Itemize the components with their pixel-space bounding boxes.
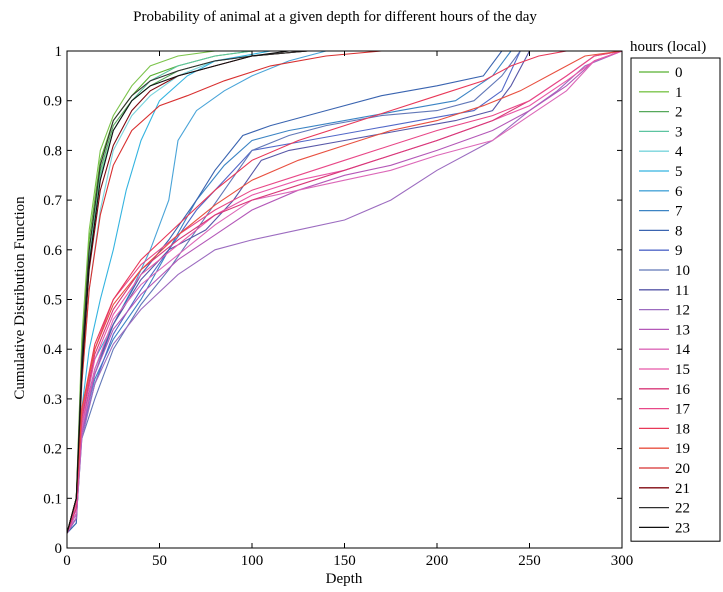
series-line-hour-10 [67, 51, 622, 534]
legend-label-hour-9: 9 [675, 243, 683, 259]
legend-label-hour-14: 14 [675, 342, 691, 358]
y-tick-label: 0.6 [43, 243, 62, 259]
series-line-hour-18 [67, 51, 622, 534]
legend-label-hour-19: 19 [675, 441, 690, 457]
x-tick-label: 0 [63, 553, 71, 569]
legend-label-hour-5: 5 [675, 164, 683, 180]
series-line-hour-1 [67, 51, 622, 534]
x-tick-label: 100 [241, 553, 264, 569]
y-tick-label: 0.8 [43, 143, 62, 159]
series-line-hour-0 [67, 51, 622, 534]
legend-title: hours (local) [630, 39, 706, 55]
series-line-hour-5 [67, 51, 622, 534]
legend-box [630, 57, 721, 542]
series-line-hour-14 [67, 51, 622, 534]
legend-label-hour-6: 6 [675, 184, 683, 200]
legend-label-hour-4: 4 [675, 144, 683, 160]
y-tick-label: 0.4 [43, 342, 62, 358]
y-tick-label: 0.3 [43, 392, 62, 408]
x-tick-label: 150 [333, 553, 356, 569]
y-tick-label: 0.9 [43, 94, 62, 110]
legend-label-hour-0: 0 [675, 65, 683, 81]
series-line-hour-15 [67, 51, 622, 534]
x-tick-label: 250 [518, 553, 541, 569]
legend-label-hour-7: 7 [675, 204, 683, 220]
y-tick-label: 0.1 [43, 491, 62, 507]
legend-label-hour-3: 3 [675, 124, 683, 140]
x-axis-label: Depth [326, 571, 363, 587]
legend-label-hour-10: 10 [675, 263, 690, 279]
legend-label-hour-11: 11 [675, 283, 689, 299]
series-line-hour-13 [67, 51, 622, 534]
legend-label-hour-13: 13 [675, 322, 690, 338]
legend-label-hour-18: 18 [675, 421, 690, 437]
y-axis-label: Cumulative Distribution Function [12, 196, 28, 400]
legend-label-hour-2: 2 [675, 105, 683, 121]
y-tick-label: 0.7 [43, 193, 62, 209]
legend-label-hour-8: 8 [675, 223, 683, 239]
series-line-hour-20 [67, 51, 622, 534]
legend-label-hour-1: 1 [675, 85, 683, 101]
y-tick-label: 0.2 [43, 442, 62, 458]
legend-label-hour-12: 12 [675, 303, 690, 319]
y-tick-label: 0 [55, 541, 63, 557]
legend-label-hour-16: 16 [675, 382, 691, 398]
series-line-hour-23 [67, 51, 622, 534]
legend-label-hour-17: 17 [675, 402, 691, 418]
legend-label-hour-20: 20 [675, 461, 690, 477]
legend-label-hour-21: 21 [675, 481, 690, 497]
legend-label-hour-23: 23 [675, 520, 690, 536]
x-tick-label: 300 [611, 553, 634, 569]
x-tick-label: 50 [152, 553, 167, 569]
x-tick-label: 200 [426, 553, 449, 569]
legend-label-hour-22: 22 [675, 501, 690, 517]
chart-title: Probability of animal at a given depth f… [133, 9, 537, 25]
y-tick-label: 0.5 [43, 293, 62, 309]
series-line-hour-19 [67, 51, 622, 534]
legend-label-hour-15: 15 [675, 362, 690, 378]
y-tick-label: 1 [55, 44, 63, 60]
